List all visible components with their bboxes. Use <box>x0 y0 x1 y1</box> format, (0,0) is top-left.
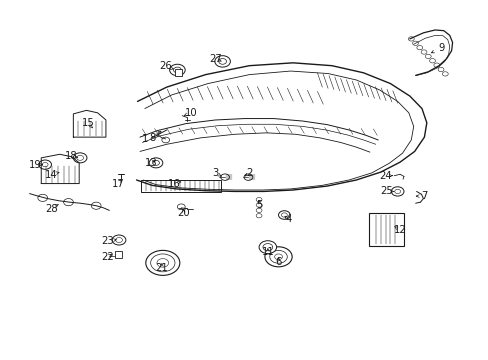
Circle shape <box>149 158 163 168</box>
Text: 22: 22 <box>101 252 114 262</box>
Circle shape <box>42 162 48 167</box>
FancyBboxPatch shape <box>175 69 182 76</box>
Text: 24: 24 <box>378 171 391 181</box>
Text: 8: 8 <box>149 133 155 143</box>
Text: 20: 20 <box>177 208 190 218</box>
Text: 9: 9 <box>437 43 444 53</box>
Circle shape <box>390 187 403 196</box>
Circle shape <box>256 203 262 207</box>
Text: 1: 1 <box>142 134 148 144</box>
Text: 5: 5 <box>255 200 262 210</box>
Circle shape <box>112 235 125 245</box>
FancyBboxPatch shape <box>369 212 403 246</box>
Text: 4: 4 <box>285 214 291 224</box>
Circle shape <box>244 174 252 180</box>
Text: 6: 6 <box>275 257 281 267</box>
Circle shape <box>91 202 101 209</box>
Circle shape <box>278 211 289 219</box>
Text: 19: 19 <box>29 159 41 170</box>
Circle shape <box>169 64 185 76</box>
Circle shape <box>256 208 262 212</box>
Text: 2: 2 <box>245 168 252 178</box>
Text: 23: 23 <box>101 236 114 246</box>
Circle shape <box>116 238 122 243</box>
Circle shape <box>150 254 175 272</box>
Circle shape <box>425 54 430 59</box>
Text: 10: 10 <box>184 108 197 118</box>
Circle shape <box>177 204 185 210</box>
Circle shape <box>416 45 422 50</box>
Circle shape <box>157 258 168 267</box>
Text: 11: 11 <box>261 247 274 257</box>
Circle shape <box>274 254 282 260</box>
Circle shape <box>256 213 262 218</box>
Circle shape <box>218 59 226 64</box>
Circle shape <box>264 247 291 267</box>
Circle shape <box>281 213 287 217</box>
Circle shape <box>442 72 447 76</box>
Text: 3: 3 <box>212 168 218 178</box>
Circle shape <box>63 199 73 206</box>
Text: 14: 14 <box>45 170 58 180</box>
Text: 27: 27 <box>208 54 221 64</box>
Text: 28: 28 <box>45 203 58 213</box>
Circle shape <box>77 156 83 160</box>
Circle shape <box>429 59 435 63</box>
Circle shape <box>269 250 287 263</box>
Text: 18: 18 <box>64 151 77 161</box>
Circle shape <box>407 37 413 41</box>
Text: 21: 21 <box>155 263 168 273</box>
Circle shape <box>220 174 229 180</box>
Text: 13: 13 <box>144 158 157 168</box>
Circle shape <box>263 244 272 251</box>
Circle shape <box>38 194 47 202</box>
Circle shape <box>420 50 426 54</box>
Circle shape <box>256 198 262 202</box>
Text: 25: 25 <box>380 186 392 197</box>
Circle shape <box>145 250 180 275</box>
Circle shape <box>259 241 276 253</box>
Circle shape <box>394 189 400 194</box>
Text: 16: 16 <box>167 179 180 189</box>
Circle shape <box>214 56 230 67</box>
Circle shape <box>162 137 169 143</box>
Circle shape <box>73 153 87 163</box>
Circle shape <box>433 63 439 67</box>
Circle shape <box>152 160 159 165</box>
Text: 17: 17 <box>111 179 124 189</box>
Circle shape <box>437 67 443 72</box>
Text: 7: 7 <box>420 191 427 201</box>
Text: 15: 15 <box>81 118 94 128</box>
Circle shape <box>412 41 418 45</box>
Text: 26: 26 <box>159 62 172 71</box>
Circle shape <box>173 67 181 73</box>
Text: 12: 12 <box>393 225 406 235</box>
FancyBboxPatch shape <box>141 180 221 192</box>
FancyBboxPatch shape <box>115 251 122 258</box>
Circle shape <box>39 160 51 169</box>
